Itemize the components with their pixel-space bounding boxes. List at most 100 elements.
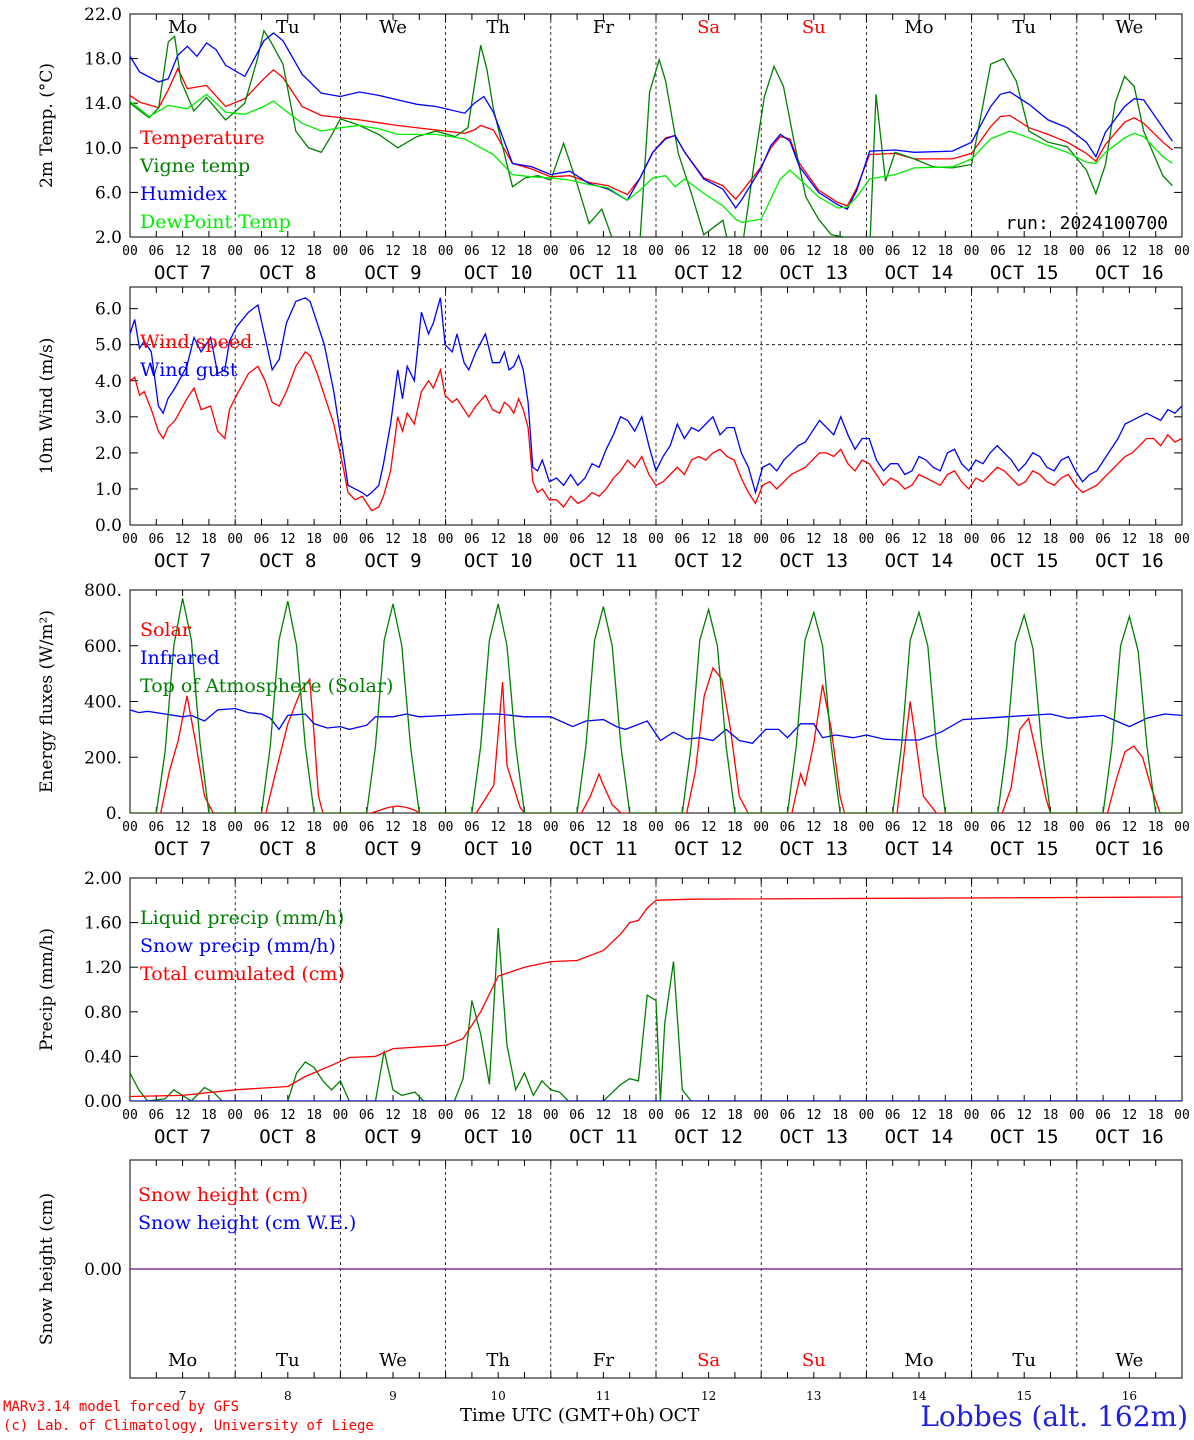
hour-label: 06 bbox=[569, 1108, 585, 1123]
hour-label: 00 bbox=[227, 532, 243, 547]
series-line-total-cumulated-cm- bbox=[130, 896, 1182, 1098]
hour-label: 18 bbox=[411, 532, 427, 547]
hour-label: 12 bbox=[911, 244, 927, 259]
hour-label: 06 bbox=[254, 244, 270, 259]
hour-label: 18 bbox=[306, 244, 322, 259]
hour-label: 12 bbox=[280, 1108, 296, 1123]
day-number: 15 bbox=[1017, 1389, 1032, 1403]
day-number: 11 bbox=[596, 1389, 611, 1403]
hour-label: 12 bbox=[385, 1108, 401, 1123]
station-label: Lobbes (alt. 162m) bbox=[920, 1400, 1188, 1433]
hour-label: 12 bbox=[1122, 820, 1138, 835]
date-label: OCT 10 bbox=[464, 550, 533, 572]
hour-label: 18 bbox=[622, 1108, 638, 1123]
hour-label: 12 bbox=[175, 244, 191, 259]
hour-label: 00 bbox=[1174, 532, 1190, 547]
hour-label: 12 bbox=[701, 820, 717, 835]
date-label: OCT 8 bbox=[259, 1126, 316, 1148]
day-number: 9 bbox=[389, 1389, 397, 1403]
hour-label: 12 bbox=[1016, 1108, 1032, 1123]
hour-label: 06 bbox=[148, 1108, 164, 1123]
hour-label: 12 bbox=[1016, 532, 1032, 547]
hour-label: 00 bbox=[543, 244, 559, 259]
date-label: OCT 11 bbox=[569, 838, 638, 860]
date-label: OCT 13 bbox=[779, 838, 848, 860]
y-tick-label: 6.0 bbox=[95, 183, 122, 203]
hour-label: 06 bbox=[359, 532, 375, 547]
hour-label: 12 bbox=[490, 820, 506, 835]
legend-snow-precip-mm-h-: Snow precip (mm/h) bbox=[140, 935, 336, 957]
series-line-temperature bbox=[130, 67, 1173, 207]
hour-label: 12 bbox=[175, 820, 191, 835]
hour-label: 12 bbox=[911, 1108, 927, 1123]
legend-dewpoint-temp: DewPoint Temp bbox=[140, 211, 291, 233]
hour-label: 06 bbox=[885, 244, 901, 259]
hour-label: 00 bbox=[1069, 532, 1085, 547]
day-number: 12 bbox=[701, 1389, 716, 1403]
hour-label: 18 bbox=[517, 820, 533, 835]
hour-label: 06 bbox=[780, 244, 796, 259]
date-label: OCT 13 bbox=[779, 550, 848, 572]
hour-label: 18 bbox=[937, 1108, 953, 1123]
date-label: OCT 15 bbox=[990, 1126, 1059, 1148]
hour-label: 18 bbox=[622, 820, 638, 835]
panel-2: 0.0 1.0 2.0 3.0 4.0 5.0 6.0 10m Wind (m/s) Wind … bbox=[37, 286, 1190, 572]
panel-1: 2.0 6.0 10.0 14.0 18.0 22.0 2m Temp. (°C) Tempe… bbox=[37, 5, 1190, 284]
hour-label: 18 bbox=[1148, 244, 1164, 259]
hour-label: 06 bbox=[569, 244, 585, 259]
hour-label: 06 bbox=[1095, 1108, 1111, 1123]
hour-label: 00 bbox=[648, 1108, 664, 1123]
credits: MARv3.14 model forced by GFS (c) Lab. of… bbox=[3, 1398, 374, 1436]
hour-label: 00 bbox=[753, 532, 769, 547]
date-label: OCT 16 bbox=[1095, 550, 1164, 572]
date-label: OCT 16 bbox=[1095, 262, 1164, 284]
y-tick-label: 1.0 bbox=[95, 480, 122, 500]
hour-label: 00 bbox=[1069, 1108, 1085, 1123]
hour-label: 12 bbox=[596, 820, 612, 835]
day-abbr: Mo bbox=[168, 1350, 197, 1371]
hour-label: 06 bbox=[885, 820, 901, 835]
date-label: OCT 10 bbox=[464, 1126, 533, 1148]
panel-3: 0. 200. 400. 600. 800. Energy fluxes (W/m²) So… bbox=[37, 581, 1190, 860]
hour-label: 00 bbox=[438, 1108, 454, 1123]
hour-label: 00 bbox=[964, 532, 980, 547]
hour-label: 00 bbox=[333, 1108, 349, 1123]
y-axis-label: Snow height (cm) bbox=[37, 1193, 57, 1345]
hour-label: 12 bbox=[1122, 1108, 1138, 1123]
hour-label: 18 bbox=[937, 244, 953, 259]
hour-label: 06 bbox=[990, 532, 1006, 547]
y-tick-label: 0.80 bbox=[84, 1003, 122, 1023]
hour-label: 00 bbox=[1069, 820, 1085, 835]
y-tick-label: 3.0 bbox=[95, 408, 122, 428]
date-label: OCT 12 bbox=[674, 838, 743, 860]
legend-wind-speed: Wind speed bbox=[140, 331, 252, 353]
hour-label: 06 bbox=[254, 1108, 270, 1123]
day-number: 16 bbox=[1122, 1389, 1137, 1403]
series-line-solar bbox=[130, 666, 1182, 813]
hour-label: 18 bbox=[832, 532, 848, 547]
hour-label: 00 bbox=[648, 244, 664, 259]
hour-label: 06 bbox=[1095, 244, 1111, 259]
hour-label: 00 bbox=[859, 1108, 875, 1123]
day-abbr: Sa bbox=[697, 17, 720, 38]
hour-label: 06 bbox=[464, 244, 480, 259]
hour-label: 00 bbox=[859, 820, 875, 835]
hour-label: 00 bbox=[333, 820, 349, 835]
hour-label: 18 bbox=[1043, 532, 1059, 547]
hour-label: 00 bbox=[333, 532, 349, 547]
hour-label: 06 bbox=[674, 244, 690, 259]
hour-label: 12 bbox=[280, 820, 296, 835]
hour-label: 06 bbox=[569, 532, 585, 547]
y-tick-label: 0.40 bbox=[84, 1047, 122, 1067]
hour-label: 12 bbox=[1122, 244, 1138, 259]
hour-label: 00 bbox=[543, 820, 559, 835]
model-credit: MARv3.14 model forced by GFS bbox=[3, 1399, 240, 1415]
legend-wind-gust: Wind gust bbox=[140, 359, 238, 381]
y-tick-label: 4.0 bbox=[95, 372, 122, 392]
day-abbr: We bbox=[379, 17, 407, 38]
hour-label: 00 bbox=[964, 820, 980, 835]
hour-label: 12 bbox=[701, 244, 717, 259]
day-abbr: Tu bbox=[1012, 17, 1036, 38]
date-label: OCT 11 bbox=[569, 550, 638, 572]
